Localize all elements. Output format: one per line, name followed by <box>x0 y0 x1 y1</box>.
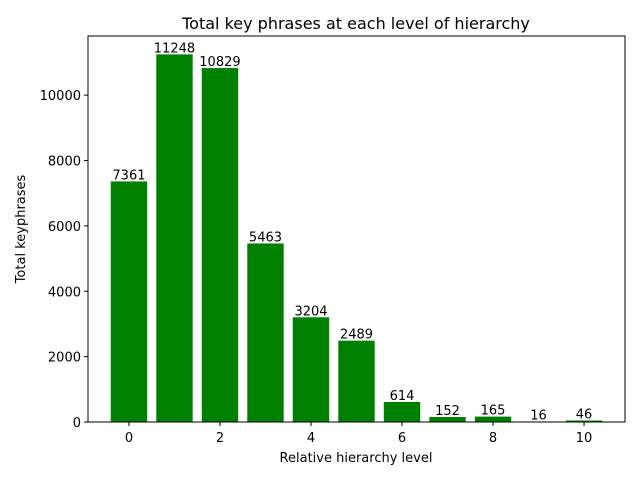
bar-value-label: 5463 <box>249 230 282 245</box>
bar-level-5 <box>338 340 375 422</box>
bar-level-7 <box>429 417 466 422</box>
bar-level-3 <box>247 243 284 422</box>
bar-value-label: 7361 <box>112 168 145 183</box>
y-tick-label: 6000 <box>48 220 81 235</box>
chart-title: Total key phrases at each level of hiera… <box>181 14 530 33</box>
bar-value-label: 16 <box>530 408 547 423</box>
bar-value-label: 165 <box>481 404 506 419</box>
y-axis-label: Total keyphrases <box>14 174 29 284</box>
bar-value-label: 152 <box>435 404 460 419</box>
bar-value-label: 46 <box>576 407 593 422</box>
bar-value-label: 614 <box>390 389 415 404</box>
bar-level-10 <box>565 420 603 422</box>
y-tick-label: 10000 <box>40 89 81 104</box>
bar-value-label: 3204 <box>294 304 327 319</box>
x-tick-label: 4 <box>307 431 315 446</box>
bars-group <box>110 54 603 422</box>
x-tick-label: 10 <box>576 431 593 446</box>
bar-level-4 <box>292 317 330 422</box>
bar-value-label: 10829 <box>199 55 240 70</box>
x-tick-label: 0 <box>125 431 133 446</box>
x-tick-label: 8 <box>489 431 497 446</box>
y-tick-label: 8000 <box>48 155 81 170</box>
y-axis-ticks: 0 2000 4000 6000 8000 10000 <box>40 89 88 431</box>
x-tick-label: 6 <box>398 431 406 446</box>
bar-level-6 <box>383 401 421 422</box>
bar-value-label: 11248 <box>154 41 195 56</box>
y-tick-label: 4000 <box>48 285 81 300</box>
y-tick-label: 0 <box>73 416 81 431</box>
plot-frame <box>87 35 626 423</box>
bar-labels-group: 7361 11248 10829 5463 3204 2489 614 152 165 16 46 <box>112 41 592 423</box>
x-tick-label: 2 <box>216 431 224 446</box>
x-axis-label: Relative hierarchy level <box>280 451 433 466</box>
y-tick-label: 2000 <box>48 351 81 366</box>
x-axis-ticks: 0 2 4 6 8 10 <box>125 422 592 446</box>
bar-level-2 <box>201 68 239 422</box>
bar-level-8 <box>474 416 512 422</box>
bar-level-1 <box>156 54 193 422</box>
bar-level-0 <box>110 181 148 422</box>
bar-value-label: 2489 <box>340 328 373 343</box>
